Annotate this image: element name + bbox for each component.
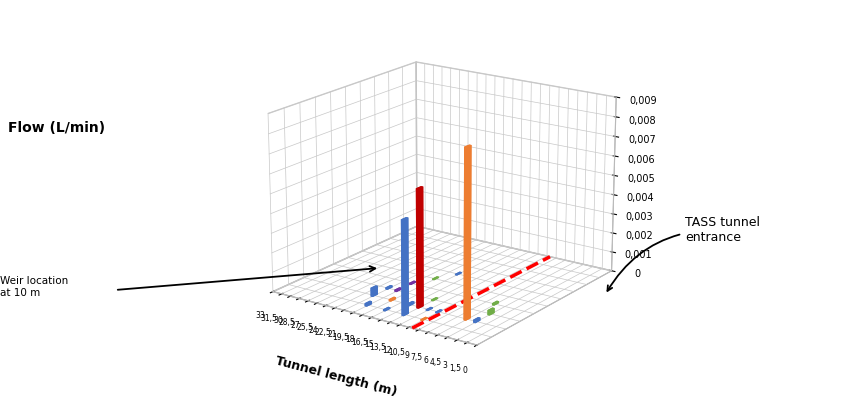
X-axis label: Tunnel length (m): Tunnel length (m) — [273, 355, 398, 399]
Text: Weir location
at 10 m: Weir location at 10 m — [0, 277, 68, 298]
Text: TASS tunnel
entrance: TASS tunnel entrance — [607, 216, 759, 291]
Text: Flow (L/min): Flow (L/min) — [8, 120, 106, 135]
